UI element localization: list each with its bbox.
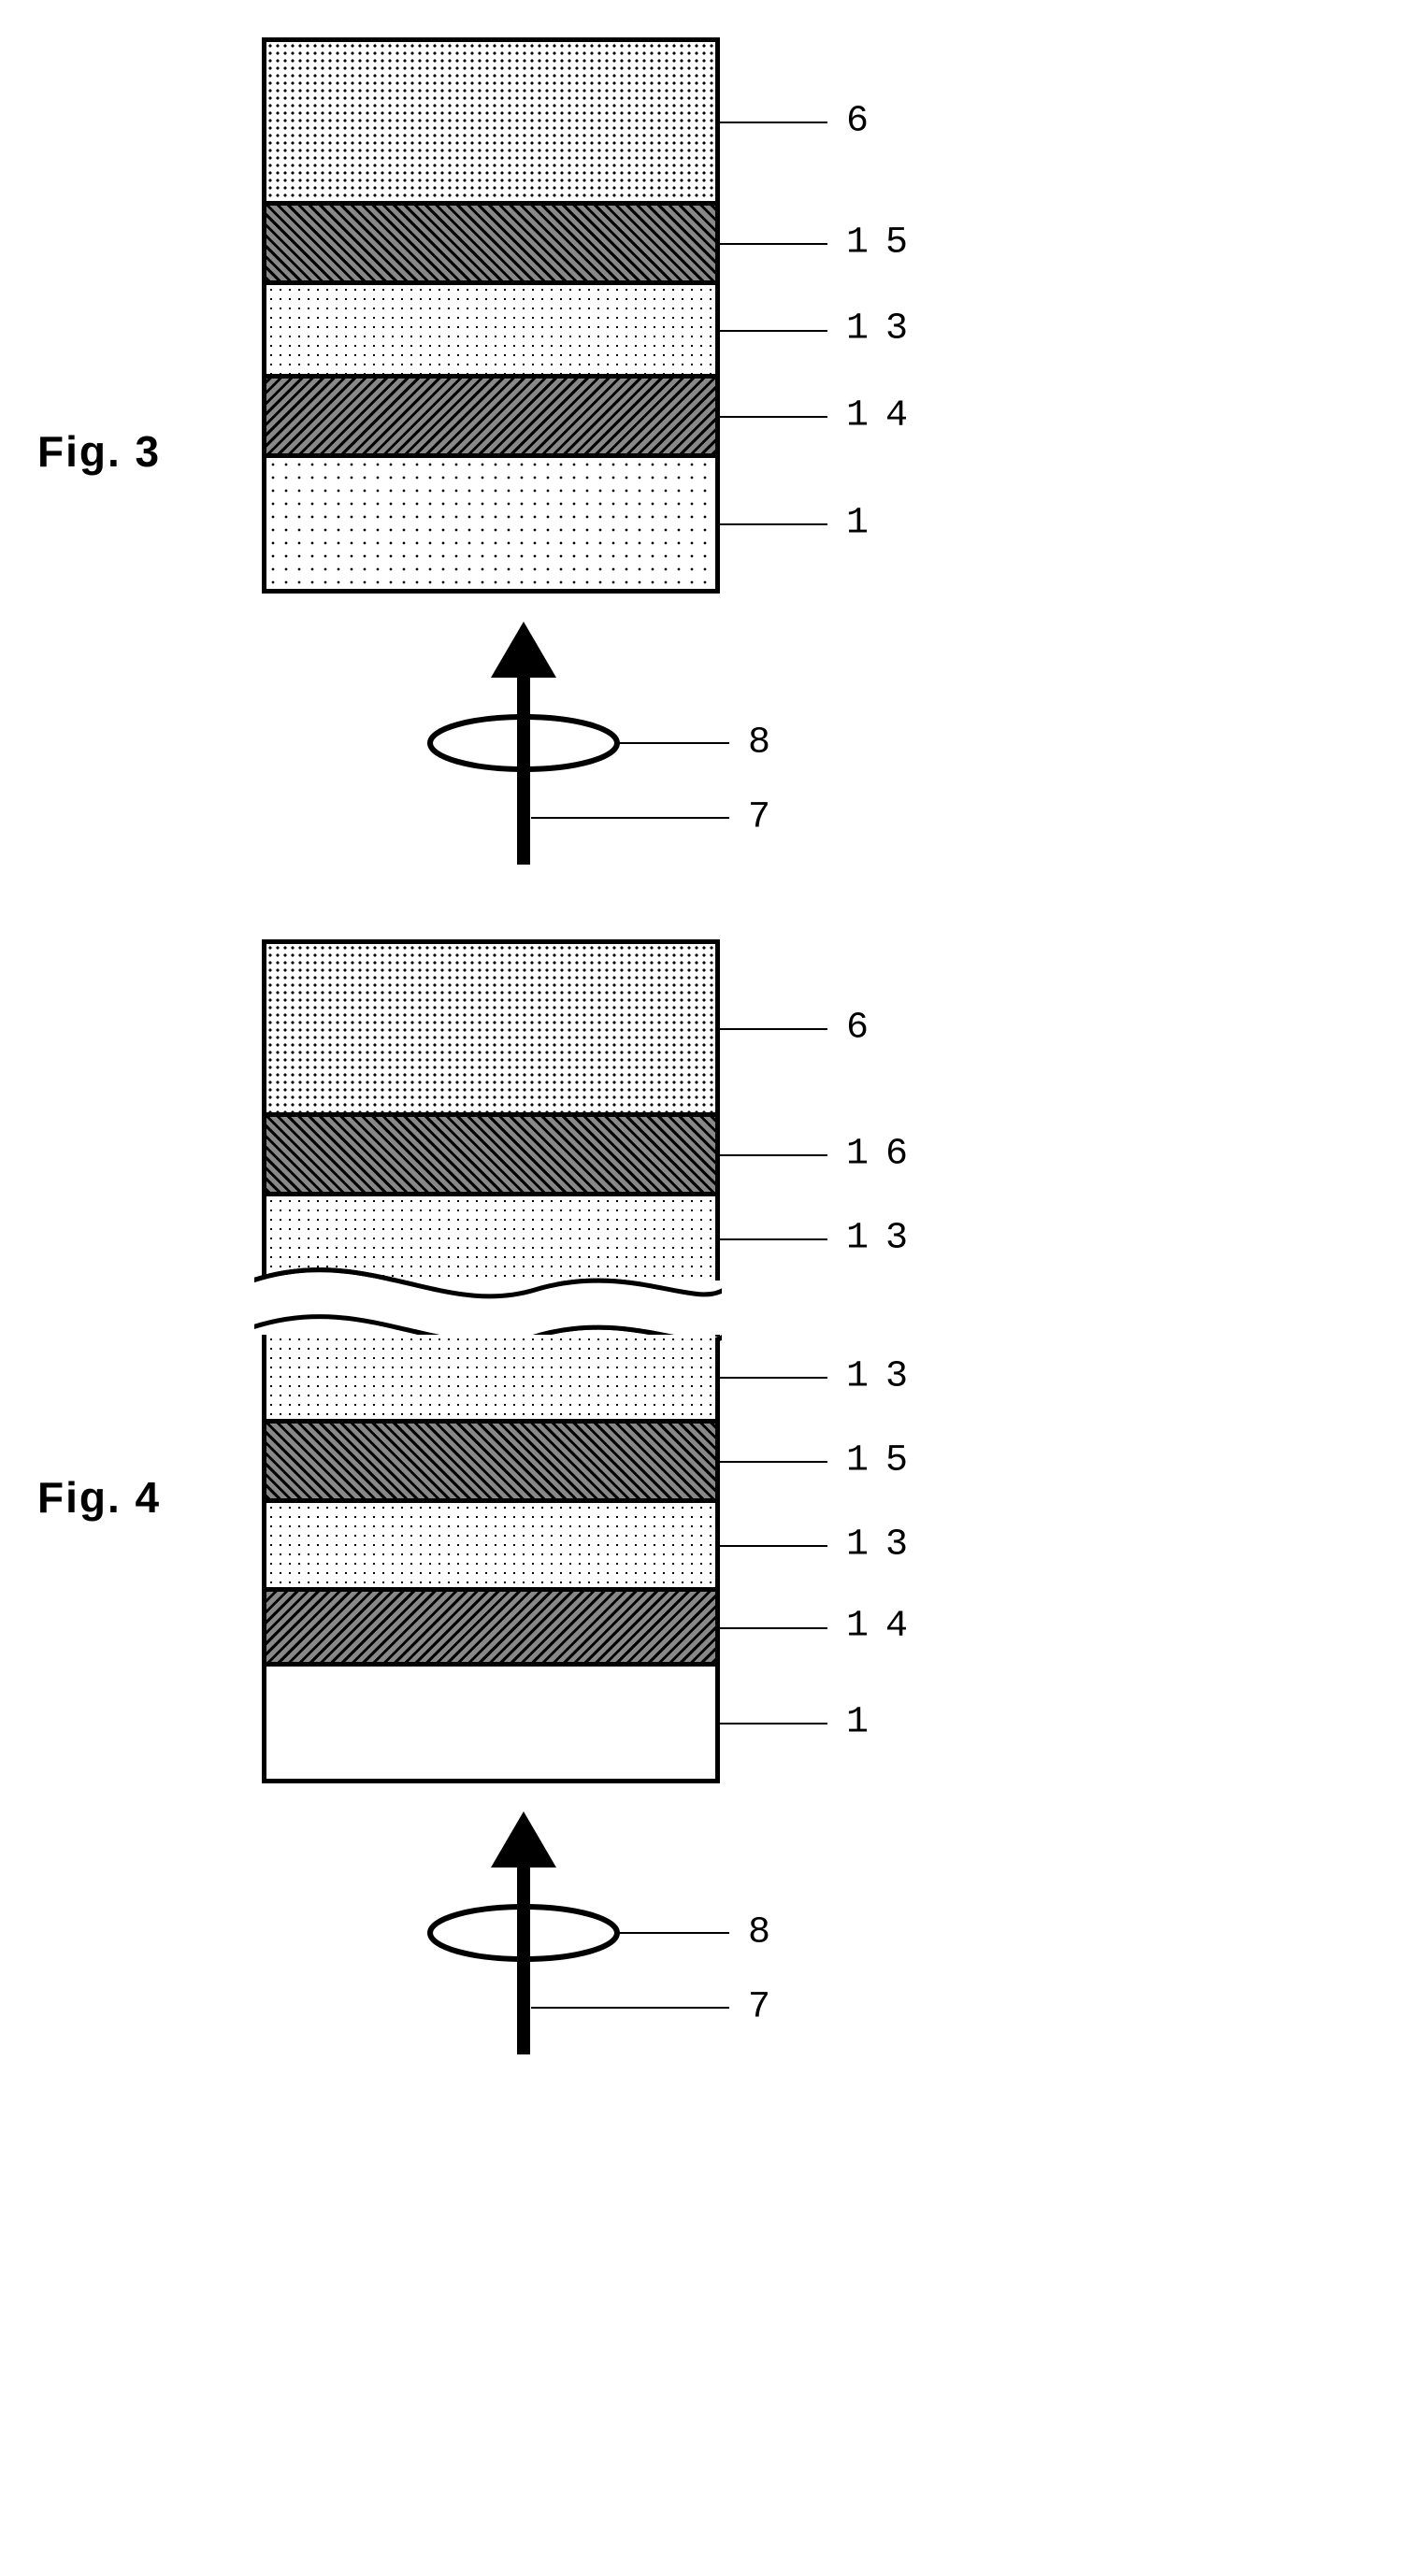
figure-4-diagram: 6 16 13 bbox=[262, 939, 720, 2054]
layer-15: 15 bbox=[266, 1424, 715, 1503]
figure-3-arrow: 8 7 bbox=[430, 622, 617, 865]
layer-number: 15 bbox=[846, 1440, 925, 1482]
layer-15: 15 bbox=[266, 206, 715, 285]
leader-line bbox=[715, 1028, 827, 1030]
layer-number: 1 bbox=[846, 1702, 885, 1744]
layer-number: 1 bbox=[846, 503, 885, 545]
figure-3-label: Fig. 3 bbox=[37, 426, 262, 477]
leader-line bbox=[715, 1238, 827, 1240]
figure-4: Fig. 4 6 16 13 bbox=[37, 939, 1372, 2054]
figure-3: Fig. 3 6 15 13 14 1 bbox=[37, 37, 1372, 865]
layer-number: 14 bbox=[846, 395, 925, 437]
layer-1: 1 bbox=[266, 1667, 715, 1783]
layer-14: 14 bbox=[266, 1592, 715, 1667]
layer-number: 16 bbox=[846, 1134, 925, 1176]
figure-4-stack-wrap: 6 16 13 bbox=[262, 939, 720, 1783]
leader-line bbox=[715, 1154, 827, 1156]
layer-16: 16 bbox=[266, 1117, 715, 1196]
layer-13: 13 bbox=[266, 285, 715, 379]
leader-line bbox=[715, 1627, 827, 1629]
layer-number: 13 bbox=[846, 308, 925, 351]
leader-line bbox=[715, 243, 827, 245]
arrow-number-shaft: 7 bbox=[748, 1987, 787, 2029]
layer-13-b1: 13 bbox=[266, 1335, 715, 1424]
layer-14: 14 bbox=[266, 379, 715, 458]
layer-number: 14 bbox=[846, 1606, 925, 1648]
arrow-number-ellipse: 8 bbox=[748, 723, 787, 765]
figure-4-label: Fig. 4 bbox=[37, 1472, 262, 1523]
leader-line bbox=[715, 1377, 827, 1379]
layer-number: 6 bbox=[846, 1008, 885, 1050]
layer-1: 1 bbox=[266, 458, 715, 594]
figure-4-stack-top: 6 16 13 bbox=[262, 939, 720, 1281]
figure-3-stack: 6 15 13 14 1 bbox=[262, 37, 720, 594]
layer-6: 6 bbox=[266, 944, 715, 1117]
leader-line bbox=[715, 122, 827, 123]
arrow-number-shaft: 7 bbox=[748, 797, 787, 839]
leader-line bbox=[715, 1461, 827, 1463]
figure-4-stack-bottom: 13 15 13 14 1 bbox=[262, 1335, 720, 1783]
layer-number: 13 bbox=[846, 1218, 925, 1260]
layer-number: 13 bbox=[846, 1356, 925, 1398]
layer-6: 6 bbox=[266, 42, 715, 206]
layer-number: 6 bbox=[846, 101, 885, 143]
arrow-number-ellipse: 8 bbox=[748, 1912, 787, 1954]
leader-line bbox=[715, 1545, 827, 1547]
leader-line bbox=[715, 330, 827, 332]
layer-13-top: 13 bbox=[266, 1196, 715, 1281]
layer-13-b2: 13 bbox=[266, 1503, 715, 1592]
layer-number: 15 bbox=[846, 222, 925, 265]
leader-line bbox=[715, 1723, 827, 1724]
leader-line bbox=[715, 416, 827, 418]
figure-4-arrow: 8 7 bbox=[430, 1811, 617, 2054]
figure-3-diagram: 6 15 13 14 1 bbox=[262, 37, 720, 865]
layer-number: 13 bbox=[846, 1524, 925, 1567]
leader-line bbox=[715, 523, 827, 525]
stack-break bbox=[262, 1281, 720, 1335]
